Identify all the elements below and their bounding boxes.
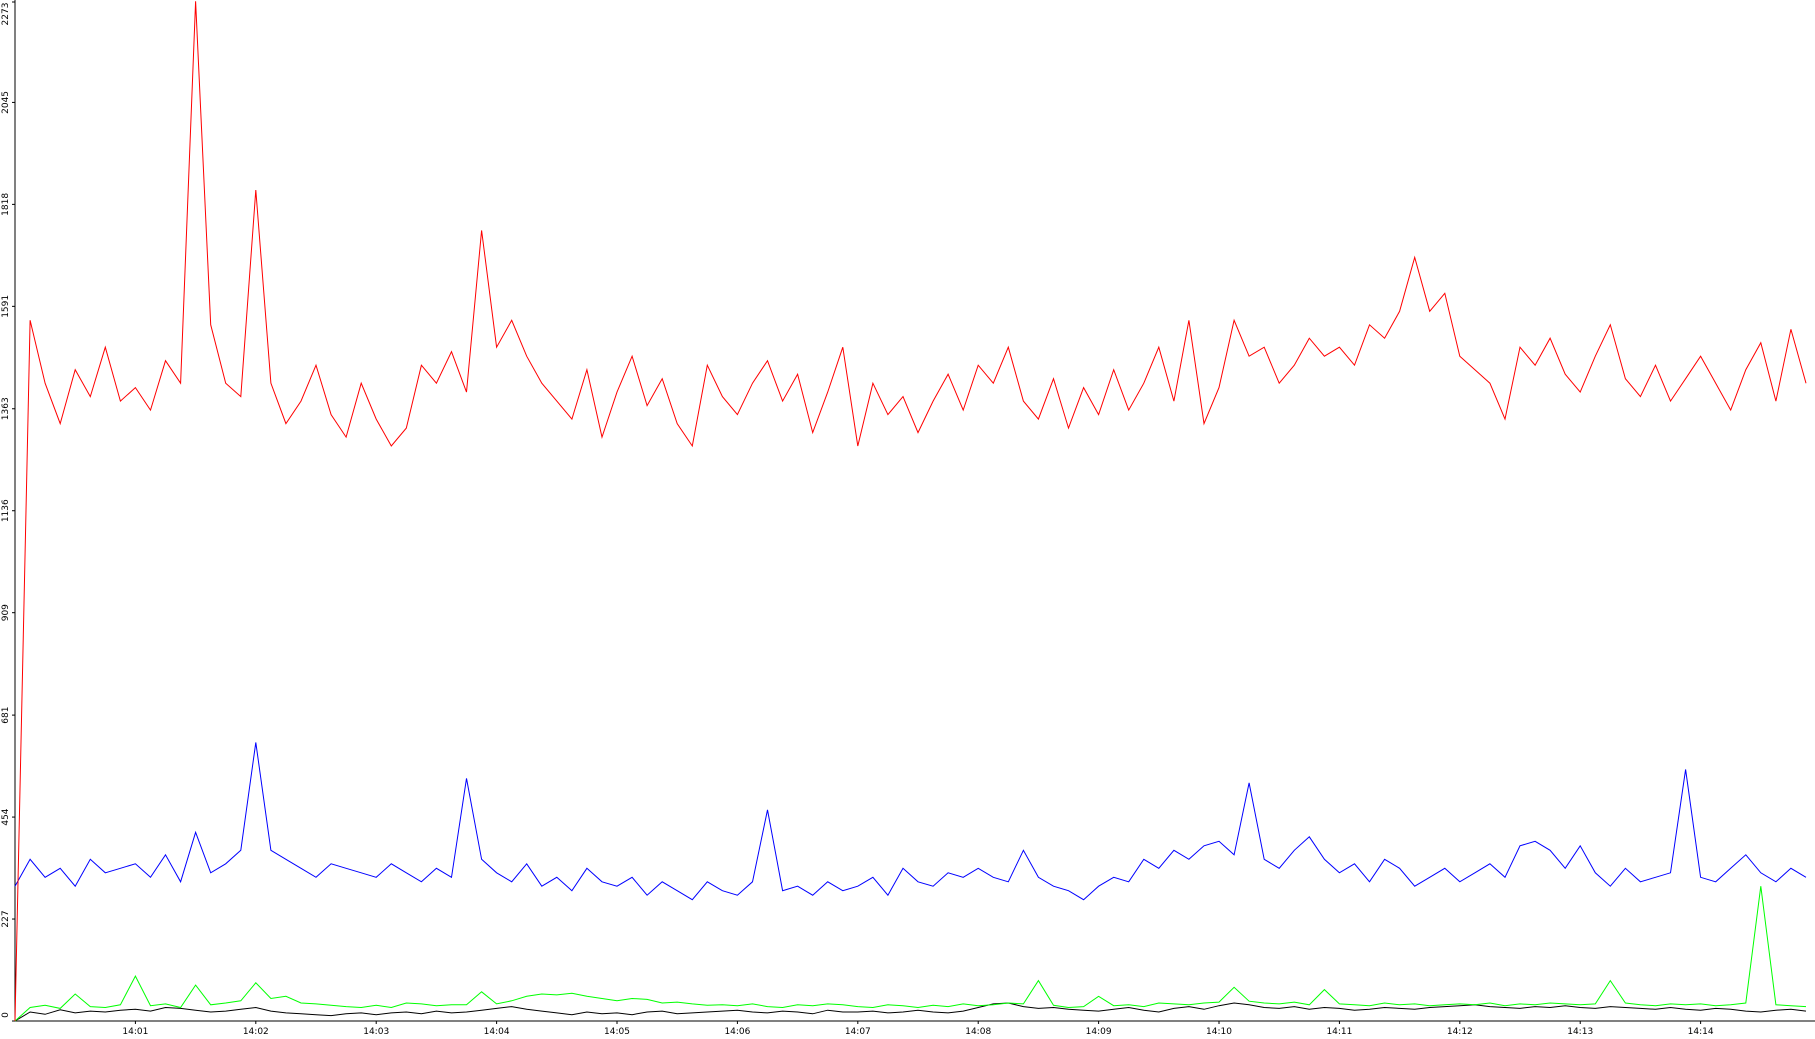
x-tick-label: 14:05 [604,1027,630,1037]
y-tick-label: 1591 [1,295,11,318]
x-tick-label: 14:04 [484,1027,510,1037]
x-tick-label: 14:11 [1326,1027,1352,1037]
y-tick-label: 2045 [1,91,11,114]
series-line [14,1002,1807,1022]
y-tick-label: 1363 [1,397,11,420]
y-tick-label: 0 [1,1012,11,1018]
series-line [14,1,1807,1022]
x-tick-label: 14:08 [965,1027,991,1037]
series-line [14,886,1807,1022]
x-tick-label: 14:01 [122,1027,148,1037]
x-tick-label: 14:07 [845,1027,871,1037]
x-tick-label: 14:14 [1688,1027,1714,1037]
x-tick-label: 14:06 [724,1027,750,1037]
x-tick-label: 14:02 [243,1027,269,1037]
y-tick-label: 2273 [1,3,11,26]
x-tick-label: 14:03 [363,1027,389,1037]
y-tick-label: 454 [1,808,11,825]
x-tick-label: 14:10 [1206,1027,1232,1037]
y-tick-label: 1136 [1,499,11,522]
y-tick-label: 1818 [1,193,11,216]
series-line [14,742,1807,901]
y-tick-label: 681 [1,707,11,724]
x-tick-label: 14:09 [1086,1027,1112,1037]
y-tick-label: 909 [1,604,11,621]
y-tick-label: 227 [1,910,11,927]
x-tick-label: 14:12 [1447,1027,1473,1037]
x-tick-label: 14:13 [1567,1027,1593,1037]
